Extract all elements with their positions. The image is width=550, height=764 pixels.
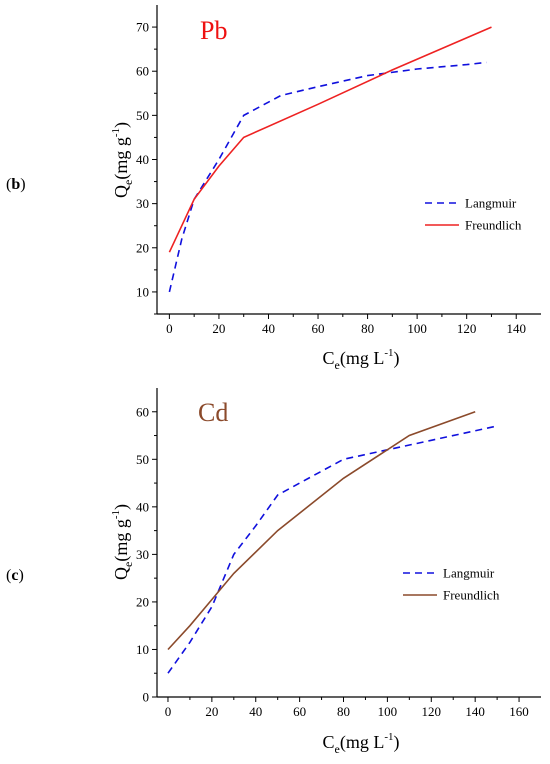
x-tick-label: 100 xyxy=(378,704,398,719)
x-tick-label: 160 xyxy=(509,704,529,719)
y-tick-label: 70 xyxy=(136,20,149,35)
chart-panel-pb: 0 20 40 60 80 100 120 140 10 20 30 40 50 60 70 Langmuir… xyxy=(6,5,541,372)
legend-label: Langmuir xyxy=(443,566,495,581)
y-tick-label: 40 xyxy=(136,152,149,167)
y-tick-label: 10 xyxy=(136,284,149,299)
x-tick-label: 120 xyxy=(422,704,442,719)
y-tick-label: 20 xyxy=(136,594,149,609)
x-tick-label: 0 xyxy=(166,321,173,336)
y-tick-label: 40 xyxy=(136,499,149,514)
legend-label: Freundlich xyxy=(465,218,522,233)
legend-label: Freundlich xyxy=(443,588,500,603)
y-tick-label: 10 xyxy=(136,642,149,657)
x-axis-title: Ce(mg L-1) xyxy=(322,731,399,756)
x-tick-label: 40 xyxy=(262,321,275,336)
x-tick-label: 0 xyxy=(165,704,172,719)
y-tick-label: 60 xyxy=(136,64,149,79)
legend-label: Langmuir xyxy=(465,196,517,211)
y-tick-label: 30 xyxy=(136,196,149,211)
series-line-langmuir xyxy=(168,61,487,293)
panel-label: (b) xyxy=(6,176,26,193)
series-line-freundlich xyxy=(167,411,476,651)
x-tick-label: 140 xyxy=(465,704,485,719)
x-axis-title: Ce(mg L-1) xyxy=(322,347,399,372)
x-tick-label: 140 xyxy=(506,321,526,336)
y-axis-title: Qe(mg g-1) xyxy=(110,122,135,198)
x-tick-label: 20 xyxy=(212,321,225,336)
chart-title: Cd xyxy=(198,398,228,427)
series-line-freundlich xyxy=(168,26,492,253)
y-tick-label: 50 xyxy=(136,108,149,123)
x-tick-label: 120 xyxy=(457,321,477,336)
y-tick-label: 20 xyxy=(136,240,149,255)
x-tick-label: 60 xyxy=(293,704,306,719)
x-tick-label: 40 xyxy=(249,704,262,719)
chart-panel-cd: 0 20 40 60 80 100 120 140 160 0 10 20 30 40 50 60 Langmu… xyxy=(6,388,541,756)
series-line-langmuir xyxy=(167,425,498,674)
x-tick-label: 100 xyxy=(407,321,427,336)
x-tick-label: 60 xyxy=(312,321,325,336)
chart-title: Pb xyxy=(200,16,227,45)
x-tick-label: 80 xyxy=(337,704,350,719)
panel-label: (c) xyxy=(6,567,24,584)
x-tick-label: 20 xyxy=(205,704,218,719)
y-tick-label: 60 xyxy=(136,404,149,419)
y-tick-label: 30 xyxy=(136,547,149,562)
y-tick-label: 50 xyxy=(136,452,149,467)
y-axis-title: Qe(mg g-1) xyxy=(110,504,135,580)
x-tick-label: 80 xyxy=(361,321,374,336)
y-tick-label: 0 xyxy=(143,690,150,705)
